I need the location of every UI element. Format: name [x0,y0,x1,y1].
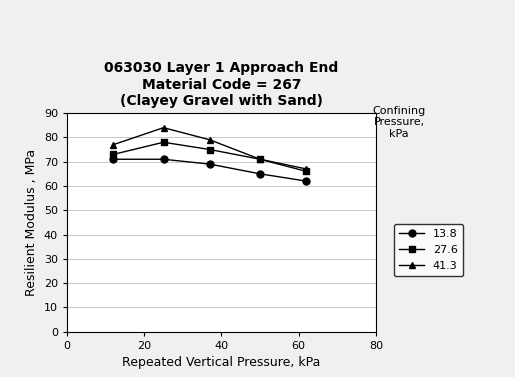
Line: 27.6: 27.6 [110,139,310,175]
27.6 [303,169,310,174]
27.6 [110,152,116,157]
Y-axis label: Resilient Modulus , MPa: Resilient Modulus , MPa [25,149,38,296]
27.6 [207,147,213,152]
X-axis label: Repeated Vertical Pressure, kPa: Repeated Vertical Pressure, kPa [122,356,321,369]
13.8 [160,157,166,161]
13.8 [110,157,116,161]
41.3 [257,157,263,161]
27.6 [160,140,166,144]
41.3 [303,167,310,171]
27.6 [257,157,263,161]
41.3 [207,138,213,142]
Line: 13.8: 13.8 [110,156,310,185]
Legend: 13.8, 27.6, 41.3: 13.8, 27.6, 41.3 [394,224,463,276]
Line: 41.3: 41.3 [110,124,310,172]
Text: Confining
Pressure,
kPa: Confining Pressure, kPa [372,106,426,139]
41.3 [160,126,166,130]
Title: 063030 Layer 1 Approach End
Material Code = 267
(Clayey Gravel with Sand): 063030 Layer 1 Approach End Material Cod… [105,61,338,108]
13.8 [257,172,263,176]
13.8 [207,162,213,166]
13.8 [303,179,310,183]
41.3 [110,143,116,147]
